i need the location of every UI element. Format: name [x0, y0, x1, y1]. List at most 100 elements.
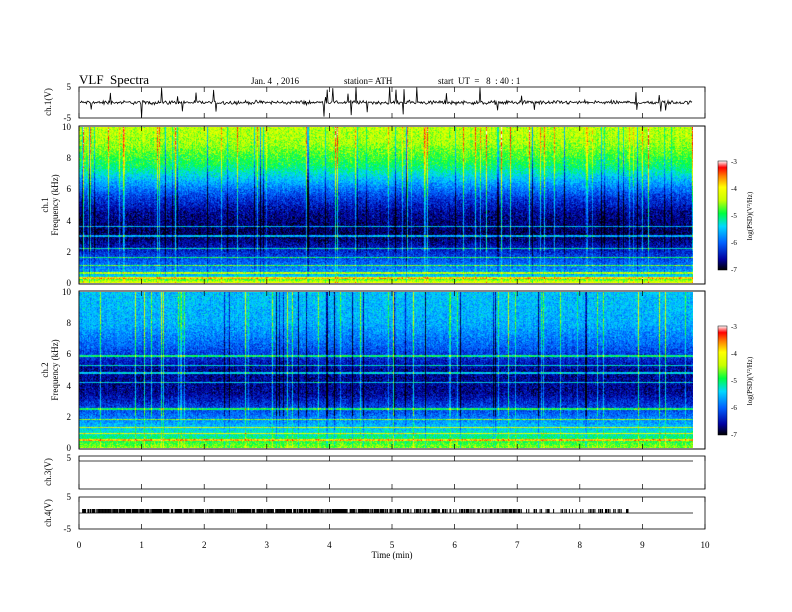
ch4-pulse	[287, 509, 289, 513]
ch4-pulse	[157, 509, 159, 513]
ch4-pulse	[435, 509, 437, 513]
ch4-pulse	[91, 509, 93, 513]
ch4-pulse	[140, 509, 141, 513]
ch4-pulse	[390, 509, 392, 513]
ch4-pulse	[216, 509, 218, 513]
ch2-colorbar-gradient	[717, 325, 728, 436]
ch4-pulse	[491, 509, 493, 513]
ch4-pulse	[516, 509, 518, 513]
ch4-pulse	[321, 509, 323, 513]
ch4-pulse	[352, 509, 354, 513]
ch2-colorbar: -3 -4 -5 -6 -7 log(PSD)(V²/Hz)	[717, 323, 754, 439]
ch4-pulse	[154, 509, 156, 513]
ch4-pulse	[357, 509, 359, 513]
xtick-label-5: 5	[390, 540, 395, 550]
ch2-ytick-2: 2	[67, 412, 72, 422]
ch1-ytick-0: 0	[67, 278, 72, 288]
ch4-pulse	[403, 509, 405, 513]
ch4-pulse	[185, 509, 186, 513]
ch4-pulse	[160, 509, 162, 513]
ch4-pulse	[324, 509, 326, 513]
ch4-pulse	[201, 509, 203, 513]
ch4-pulse	[249, 509, 251, 513]
ch4-pulse	[392, 509, 394, 513]
ch4-pulse	[184, 509, 186, 513]
ch2-colorbar-tick-minus7: -7	[731, 431, 737, 439]
ch4-pulse	[302, 509, 304, 513]
ch4-pulse	[377, 509, 379, 513]
ch4-pulse	[239, 509, 241, 513]
ch4-pulse	[498, 509, 500, 513]
ch4-pulse	[83, 509, 85, 513]
ch4-pulse	[221, 509, 223, 513]
ch4-pulse	[121, 509, 123, 513]
ch4-pulse	[533, 509, 535, 513]
ch1-ytick-10: 10	[62, 122, 72, 132]
ch2-colorbar-label: log(PSD)(V²/Hz)	[746, 356, 754, 405]
ch4-pulse	[244, 509, 246, 513]
ch4-pulse	[339, 509, 341, 513]
xtick-label-0: 0	[77, 540, 82, 550]
ch4-pulse	[197, 509, 199, 513]
ch2-ytick-10: 10	[62, 287, 72, 297]
ch4-pulse	[207, 509, 209, 513]
ch1-colorbar-tick-minus5: -5	[731, 212, 737, 220]
ch4-pulse	[605, 509, 607, 513]
ch4-pulse	[592, 509, 594, 513]
ch4-pulse	[286, 509, 288, 513]
ch4-pulse	[108, 509, 110, 513]
ch4-pulse	[432, 509, 434, 513]
ch4-pulse	[314, 509, 316, 513]
ch4-pulse	[224, 509, 226, 513]
ch4-pulse	[469, 509, 471, 513]
ch4-pulse	[311, 509, 313, 513]
ch4-pulse	[82, 509, 84, 513]
ch4-pulse	[508, 509, 510, 513]
ch4-pulse	[147, 509, 149, 513]
ch4-pulse	[502, 509, 504, 513]
ch2-colorbar-tick-minus4: -4	[731, 350, 737, 358]
ch4-pulse	[128, 509, 130, 513]
ch1-colorbar-label: log(PSD)(V²/Hz)	[746, 191, 754, 240]
ch4-pulse	[345, 509, 347, 513]
ch4-pulse	[600, 509, 602, 513]
ch4-pulse	[442, 509, 444, 513]
ch4-pulse	[373, 509, 375, 513]
ch4-pulse	[158, 509, 159, 513]
ch4-pulse	[106, 509, 108, 513]
ch4-pulse	[134, 509, 136, 513]
ch4-pulse	[338, 509, 340, 513]
ch4-pulse	[260, 509, 262, 513]
ch4-pulse	[626, 509, 627, 513]
ch4-pulse	[606, 509, 608, 513]
ch1-ytick-6: 6	[67, 184, 72, 194]
ch4-pulse	[210, 509, 212, 513]
ch4-pulse	[605, 509, 606, 513]
ch4-pulse	[627, 509, 629, 513]
ch4-pulse	[547, 509, 549, 513]
ch4-pulse	[375, 509, 377, 513]
ch4-pulse	[101, 509, 103, 513]
ch1-colorbar-tick-minus3: -3	[731, 158, 737, 166]
ch4-pulse	[140, 509, 142, 513]
ch4-pulse	[172, 509, 174, 513]
ch4-pulse	[267, 509, 269, 513]
ch4-pulse	[354, 509, 356, 513]
ch4-pulse	[514, 509, 516, 513]
ch4-pulse	[198, 509, 200, 513]
ch4-pulse	[275, 509, 277, 513]
ch1-ytick-8: 8	[67, 153, 72, 163]
ch1-colorbar-tick-minus4: -4	[731, 185, 737, 193]
ch4-waveform-ytick-top: 5	[67, 492, 72, 502]
ch4-pulse	[496, 509, 498, 513]
ch4-pulse	[270, 509, 272, 513]
ch4-pulse	[539, 509, 541, 513]
ch4-pulse	[277, 509, 279, 513]
ch4-pulse	[359, 509, 361, 513]
ch4-pulse	[294, 509, 296, 513]
ch4-pulse	[398, 509, 400, 513]
ch4-pulse	[85, 509, 87, 513]
ch4-pulse	[431, 509, 433, 513]
ch4-pulse	[510, 509, 512, 513]
ch4-pulse	[466, 509, 468, 513]
